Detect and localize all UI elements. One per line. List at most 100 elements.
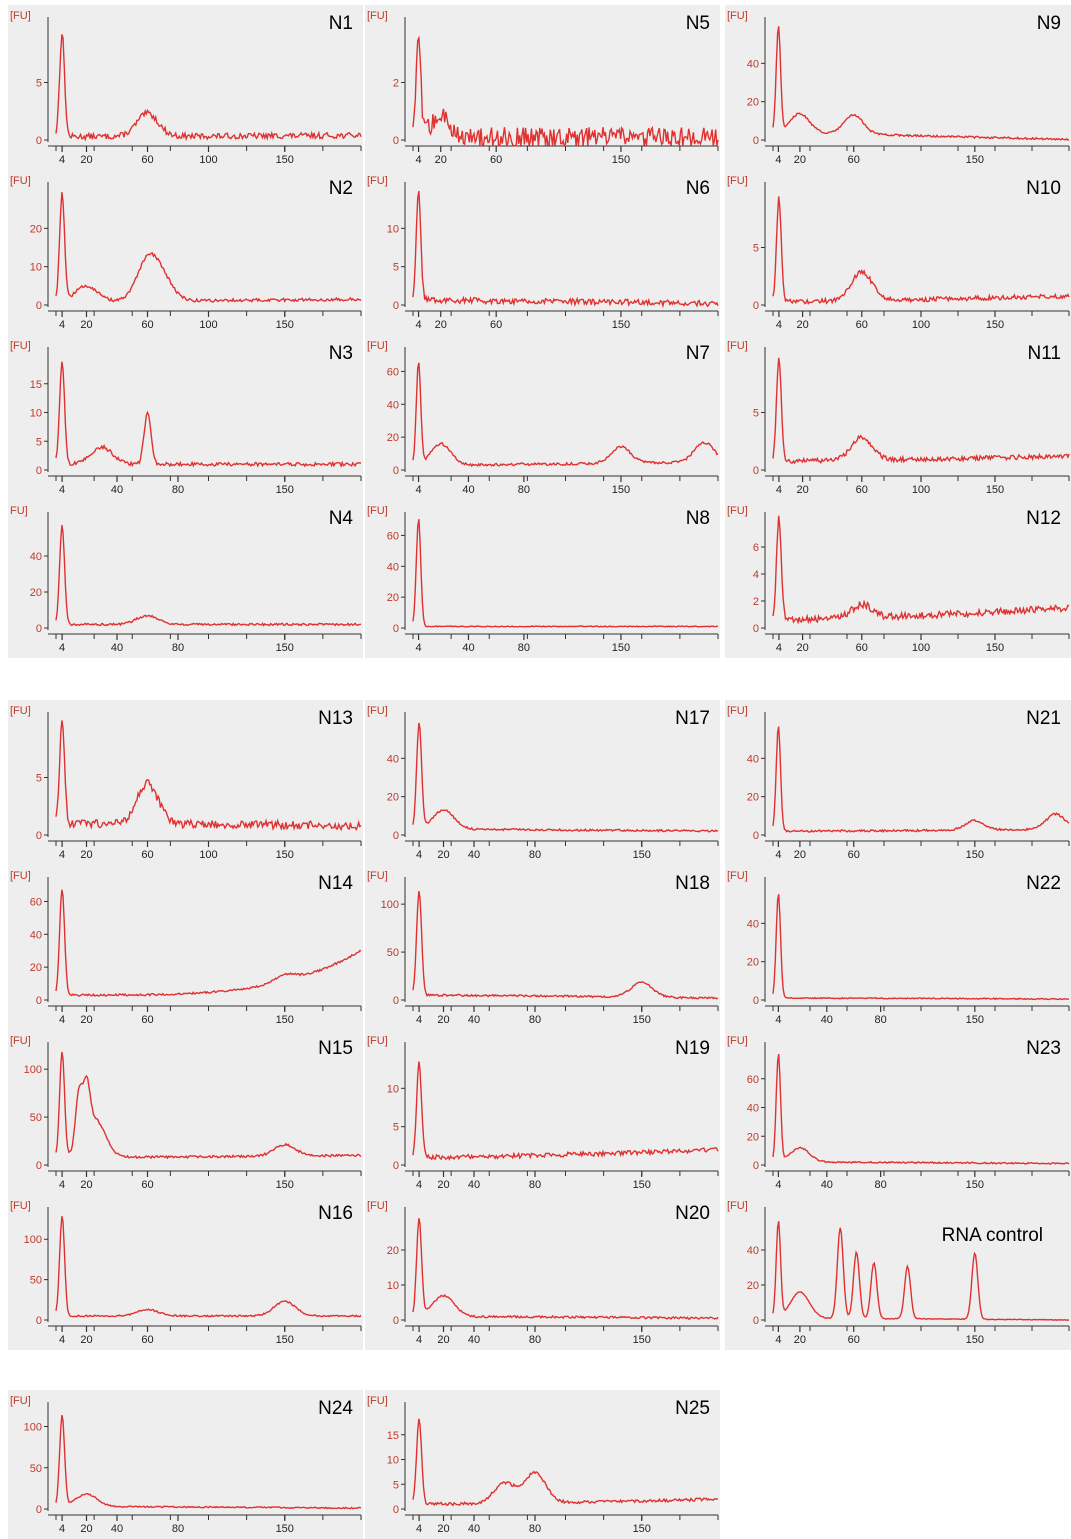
panel-title: RNA control (941, 1225, 1043, 1246)
x-tick-label: 4 (775, 1334, 781, 1346)
chart-svg: [FU] 0 50 100 4 20 40 80 150 (10, 1395, 362, 1535)
y-tick-label: 20 (747, 957, 759, 969)
y-unit-label: [FU] (727, 705, 748, 717)
x-tick-label: 4 (59, 484, 65, 496)
panel-n18: N18 [FU] 0 50 100 4 20 40 80 150 (365, 865, 720, 1030)
y-unit-label: [FU] (10, 1395, 31, 1407)
x-tick-label: 150 (276, 849, 294, 861)
x-tick-label: 150 (966, 1179, 984, 1191)
chart-svg: [FU] 0 20 40 4 20 60 150 (727, 10, 1070, 166)
panel-n2: N2 [FU] 0 10 20 4 20 60 100 150 (8, 170, 363, 335)
x-tick-label: 80 (172, 642, 184, 654)
y-tick-label: 0 (36, 465, 42, 477)
y-tick-label: 15 (387, 1430, 399, 1442)
y-unit-label: [FU] (367, 175, 388, 187)
y-tick-label: 0 (393, 623, 399, 635)
y-unit-label: [FU] (10, 175, 31, 187)
y-tick-label: 50 (30, 1275, 42, 1287)
chart-svg: [FU] 0 20 40 4 20 60 150 (727, 1200, 1070, 1346)
y-tick-label: 0 (393, 830, 399, 842)
panel-n20: N20 [FU] 0 10 20 4 20 40 80 150 (365, 1195, 720, 1350)
y-tick-label: 10 (387, 1455, 399, 1467)
x-tick-label: 4 (415, 319, 421, 331)
trace-n15 (55, 1051, 362, 1160)
y-unit-label: [FU] (367, 10, 388, 22)
x-tick-label: 100 (912, 642, 930, 654)
panel-title: N21 (1026, 708, 1061, 729)
y-tick-label: 40 (30, 929, 42, 941)
x-tick-label: 20 (437, 1523, 449, 1535)
trace-n13 (55, 720, 362, 832)
x-tick-label: 40 (468, 1523, 480, 1535)
panel-n4: N4 FU] 0 20 40 4 40 80 150 (8, 500, 363, 658)
trace-n25 (412, 1418, 719, 1507)
y-tick-label: 0 (753, 1315, 759, 1327)
y-tick-label: 20 (747, 97, 759, 109)
x-tick-label: 4 (59, 849, 65, 861)
y-unit-label: [FU] (10, 1200, 31, 1212)
y-tick-label: 10 (387, 223, 399, 235)
y-tick-label: 15 (30, 379, 42, 391)
x-tick-label: 150 (276, 484, 294, 496)
y-tick-label: 100 (24, 1422, 42, 1434)
panel-title: N5 (685, 13, 710, 34)
x-tick-label: 150 (633, 1014, 651, 1026)
x-tick-label: 60 (141, 1179, 153, 1191)
chart-svg: [FU] 0 20 40 4 20 60 150 (727, 705, 1070, 861)
y-tick-label: 5 (393, 262, 399, 274)
panel-title: N23 (1026, 1038, 1061, 1059)
x-tick-label: 20 (80, 849, 92, 861)
y-tick-label: 5 (36, 773, 42, 785)
y-tick-label: 0 (753, 623, 759, 635)
y-unit-label: [FU] (10, 10, 31, 22)
y-tick-label: 20 (387, 1245, 399, 1257)
x-tick-label: 4 (416, 1523, 422, 1535)
panel-title: N9 (1036, 13, 1061, 34)
trace-n7 (412, 362, 719, 468)
y-tick-label: 50 (30, 1463, 42, 1475)
y-tick-label: 40 (747, 753, 759, 765)
x-tick-label: 4 (59, 642, 65, 654)
panel-title: N14 (318, 873, 353, 894)
trace-n22 (772, 894, 1070, 1001)
x-tick-label: 40 (111, 1523, 123, 1535)
y-tick-label: 0 (393, 1504, 399, 1516)
x-tick-label: 4 (59, 1334, 65, 1346)
x-tick-label: 80 (172, 484, 184, 496)
y-tick-label: 100 (24, 1064, 42, 1076)
panel-title: N8 (685, 508, 710, 529)
y-unit-label: [FU] (367, 505, 388, 517)
x-tick-label: 60 (848, 1334, 860, 1346)
y-unit-label: [FU] (727, 10, 748, 22)
y-tick-label: 5 (753, 408, 759, 420)
x-tick-label: 150 (276, 1179, 294, 1191)
chart-svg: [FU] 0 5 4 20 60 100 150 (10, 10, 362, 166)
panel-n9: N9 [FU] 0 20 40 4 20 60 150 (725, 5, 1071, 170)
panel-n25: N25 [FU] 0 5 10 15 4 20 40 80 150 (365, 1390, 720, 1539)
panel-n24: N24 [FU] 0 50 100 4 20 40 80 150 (8, 1390, 363, 1539)
x-tick-label: 4 (415, 642, 421, 654)
y-tick-label: 10 (387, 1280, 399, 1292)
x-tick-label: 150 (276, 1334, 294, 1346)
x-tick-label: 60 (141, 1014, 153, 1026)
x-tick-label: 60 (490, 319, 502, 331)
x-tick-label: 20 (794, 1334, 806, 1346)
y-tick-label: 20 (387, 792, 399, 804)
panel-n12: N12 [FU] 0 2 4 6 4 20 60 100 150 (725, 500, 1071, 658)
panel-title: N4 (328, 508, 353, 529)
chart-svg: [FU] 0 20 40 4 20 40 80 150 (367, 705, 719, 861)
x-tick-label: 80 (875, 1014, 887, 1026)
x-tick-label: 80 (518, 642, 530, 654)
x-tick-label: 4 (775, 1179, 781, 1191)
trace-n5 (412, 35, 719, 148)
x-tick-label: 150 (633, 1179, 651, 1191)
panel-n19: N19 [FU] 0 5 10 4 20 40 80 150 (365, 1030, 720, 1195)
y-tick-label: 4 (753, 569, 759, 581)
panel-title: N1 (328, 13, 353, 34)
panel-title: N20 (675, 1203, 710, 1224)
y-tick-label: 40 (30, 551, 42, 563)
x-tick-label: 60 (856, 484, 868, 496)
trace-n3 (55, 361, 362, 469)
x-tick-label: 60 (848, 849, 860, 861)
x-tick-label: 150 (986, 319, 1004, 331)
